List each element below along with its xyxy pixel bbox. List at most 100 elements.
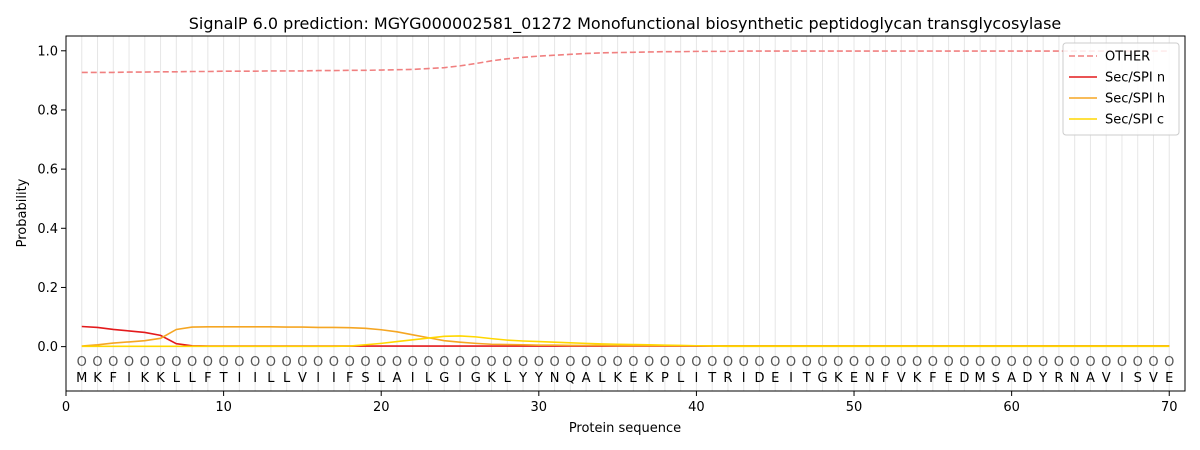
y-tick-label: 0.8 [37, 103, 58, 118]
sequence-letter: Y [1038, 371, 1047, 386]
region-label: O [880, 355, 890, 370]
region-label: O [502, 355, 512, 370]
region-label: O [1101, 355, 1111, 370]
sequence-letter: K [156, 371, 165, 386]
sequence-letter: I [253, 371, 257, 386]
sequence-letter: L [598, 371, 606, 386]
series-layer [81, 50, 1170, 348]
region-label: O [581, 355, 591, 370]
sequence-letter: L [188, 371, 196, 386]
y-tick-label: 0.2 [37, 281, 58, 296]
sequence-letter: V [1102, 371, 1111, 386]
sequence-letter: E [850, 371, 858, 386]
region-label: O [597, 355, 607, 370]
region-label: O [471, 355, 481, 370]
region-label: O [534, 355, 544, 370]
region-label: O [896, 355, 906, 370]
x-tick-label: 60 [1003, 400, 1020, 415]
region-label: O [707, 355, 717, 370]
series-line [81, 50, 1170, 74]
region-label: O [565, 355, 575, 370]
region-label: O [739, 355, 749, 370]
region-label: O [912, 355, 922, 370]
region-label: O [124, 355, 134, 370]
region-label: O [486, 355, 496, 370]
region-label: O [991, 355, 1001, 370]
sequence-letter: I [316, 371, 320, 386]
x-tick-label: 70 [1161, 400, 1178, 415]
sequence-letter: L [677, 371, 685, 386]
region-label: O [786, 355, 796, 370]
region-label: O [203, 355, 213, 370]
sequence-letter: D [754, 371, 764, 386]
region-label: O [802, 355, 812, 370]
series-line [81, 325, 1170, 347]
region-label: O [1164, 355, 1174, 370]
region-label: O [754, 355, 764, 370]
y-axis-label: Probability [15, 178, 30, 247]
sequence-letter: A [582, 371, 591, 386]
region-label: O [1085, 355, 1095, 370]
sequence-letter: I [237, 371, 241, 386]
sequence-letter: E [629, 371, 637, 386]
sequence-letter: Q [565, 371, 575, 386]
sequence-letter: Y [534, 371, 543, 386]
series-line [81, 335, 1170, 348]
region-label: O [518, 355, 528, 370]
region-label: O [833, 355, 843, 370]
region-label: O [1054, 355, 1064, 370]
sequence-letter: F [929, 371, 936, 386]
x-axis-label: Protein sequence [569, 421, 681, 436]
sequence-letter: E [771, 371, 779, 386]
region-label: O [392, 355, 402, 370]
region-label: O [360, 355, 370, 370]
legend-label: Sec/SPI h [1105, 92, 1165, 107]
sequence-letter: N [865, 371, 875, 386]
chart-title: SignalP 6.0 prediction: MGYG000002581_01… [189, 14, 1062, 34]
x-tick-label: 10 [215, 400, 232, 415]
region-label: O [218, 355, 228, 370]
sequence-letter: T [707, 371, 716, 386]
region-label: O [187, 355, 197, 370]
sequence-letter: V [1149, 371, 1158, 386]
y-tick-label: 0.4 [37, 222, 58, 237]
sequence-letter: I [332, 371, 336, 386]
legend-label: Sec/SPI c [1105, 113, 1164, 128]
sequence-letter: K [834, 371, 843, 386]
sequence-letter: K [141, 371, 150, 386]
sequence-letter: T [219, 371, 228, 386]
sequence-letter: I [742, 371, 746, 386]
region-label: O [817, 355, 827, 370]
region-label: O [423, 355, 433, 370]
sequence-letters: OMOKOFOIOKOKOLOLOFOTOIOIOLOLOVOIOIOFOSOL… [76, 355, 1174, 386]
legend-box [1062, 42, 1180, 136]
x-tick-label: 50 [846, 400, 863, 415]
region-label: O [849, 355, 859, 370]
plot-frame [65, 35, 1186, 392]
x-tick-label: 30 [531, 400, 548, 415]
sequence-letter: A [393, 371, 402, 386]
sequence-letter: L [425, 371, 433, 386]
region-label: O [439, 355, 449, 370]
region-label: O [408, 355, 418, 370]
sequence-letter: L [378, 371, 386, 386]
region-label: O [376, 355, 386, 370]
sequence-letter: L [173, 371, 181, 386]
region-label: O [549, 355, 559, 370]
region-label: O [975, 355, 985, 370]
y-tick-label: 0.6 [37, 163, 58, 178]
sequence-letter: K [913, 371, 922, 386]
sequence-letter: L [283, 371, 291, 386]
sequence-letter: I [789, 371, 793, 386]
region-label: O [329, 355, 339, 370]
region-label: O [1117, 355, 1127, 370]
x-axis-ticks: 0 10 20 30 40 50 60 70 [62, 391, 1178, 415]
series-line [81, 326, 1170, 347]
sequence-letter: F [110, 371, 117, 386]
region-label: O [1038, 355, 1048, 370]
region-label: O [628, 355, 638, 370]
sequence-letter: I [458, 371, 462, 386]
region-label: O [282, 355, 292, 370]
y-tick-label: 1.0 [37, 44, 58, 59]
